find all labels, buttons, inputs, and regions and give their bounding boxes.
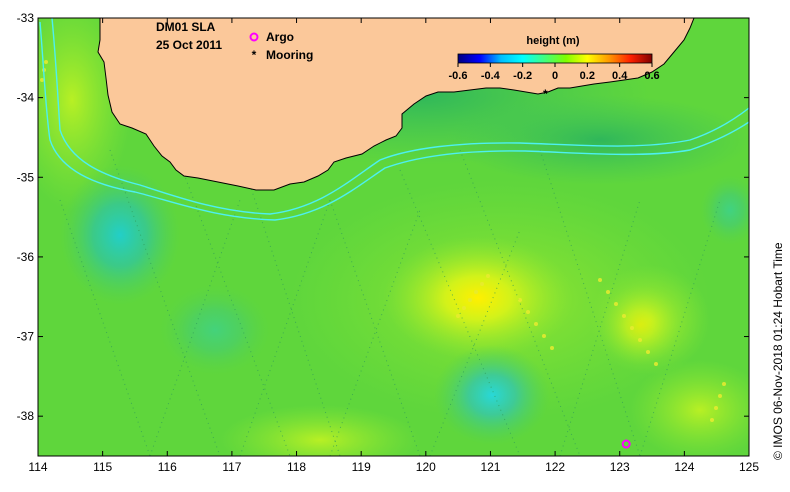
- x-tick-label: 116: [158, 460, 177, 474]
- isobath-contours: [39, 18, 749, 221]
- argo-marker[interactable]: [621, 439, 631, 449]
- y-tick-label: -35: [17, 170, 35, 184]
- x-tick-label: 122: [545, 460, 565, 474]
- date-label: 25 Oct 2011: [156, 38, 222, 52]
- marker-legend: Argo * Mooring: [249, 30, 313, 62]
- x-tick-label: 120: [416, 460, 436, 474]
- colorbar-tick-label: 0.2: [580, 70, 595, 82]
- argo-legend-label: Argo: [266, 30, 294, 44]
- x-tick-label: 115: [93, 460, 112, 474]
- colorbar-tick-label: -0.4: [481, 70, 501, 82]
- x-tick-label: 119: [352, 460, 371, 474]
- mooring-marker[interactable]: *: [543, 87, 548, 101]
- credit-label: © IMOS 06-Nov-2018 01:24 Hobart Time: [771, 242, 785, 460]
- x-tick-label: 114: [28, 460, 47, 474]
- y-tick-label: -38: [17, 409, 35, 423]
- product-label: DM01 SLA: [156, 20, 216, 34]
- argo-legend-icon: [249, 32, 259, 42]
- x-axis: 114 115 116 117 118 119 120 121 122 123 124 125: [28, 18, 759, 474]
- x-tick-label: 117: [222, 460, 241, 474]
- colorbar-tick-label: 0: [552, 70, 558, 82]
- x-tick-label: 118: [287, 460, 306, 474]
- x-tick-label: 123: [610, 460, 630, 474]
- map-title: DM01 SLA 25 Oct 2011: [156, 20, 222, 52]
- colorbar-tick-label: 0.4: [612, 70, 628, 82]
- y-tick-label: -33: [17, 11, 35, 25]
- colorbar-title: height (m): [526, 35, 579, 47]
- y-tick-label: -36: [17, 250, 35, 264]
- colorbar-ramp: [457, 53, 653, 64]
- svg-text:*: *: [543, 87, 548, 101]
- colorbar: height (m) -0.6 -0.4 -0.2 0 0.2 0.4 0.6: [449, 35, 660, 82]
- x-tick-label: 125: [739, 460, 759, 474]
- colorbar-tick-label: -0.2: [513, 70, 532, 82]
- x-tick-label: 121: [480, 460, 500, 474]
- y-tick-label: -34: [17, 91, 35, 105]
- colorbar-tick-label: -0.6: [449, 70, 468, 82]
- x-tick-label: 124: [674, 460, 694, 474]
- plot-frame: [37, 17, 750, 457]
- mooring-legend-label: Mooring: [266, 48, 313, 62]
- colorbar-tick-label: 0.6: [644, 70, 659, 82]
- y-tick-label: -37: [17, 330, 35, 344]
- mooring-legend-icon: *: [252, 48, 257, 62]
- y-axis: -33 -34 -35 -36 -37 -38: [17, 11, 749, 423]
